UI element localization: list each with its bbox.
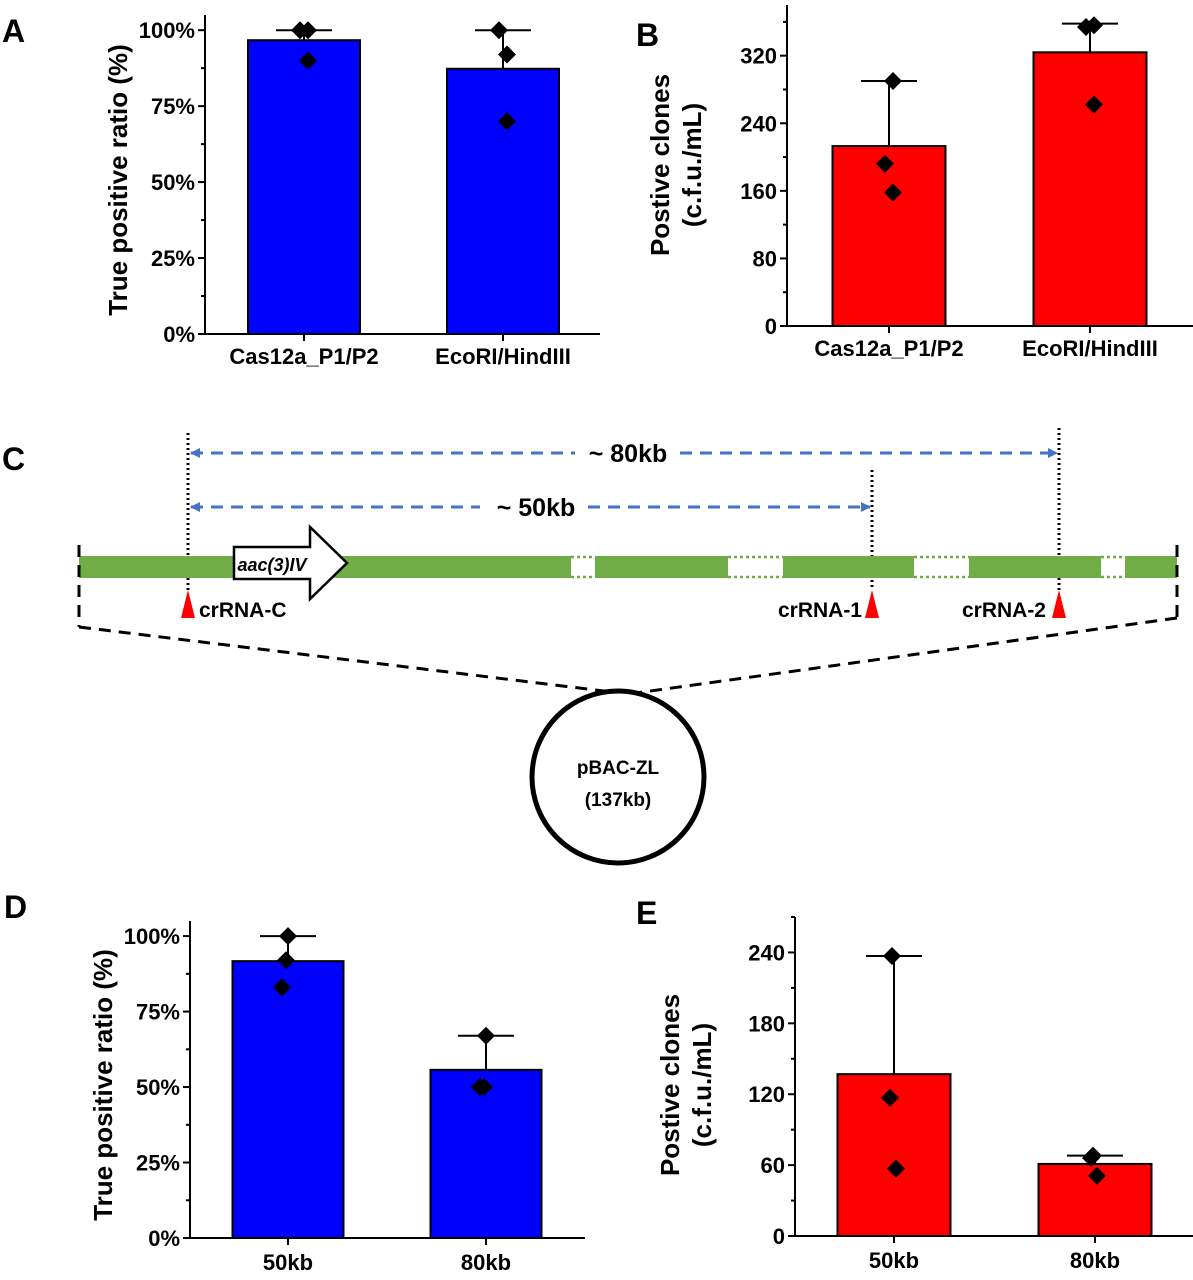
bar [831,145,947,327]
y-tick-label: 0 [765,314,777,339]
panel-label-c: C [2,441,25,477]
data-point [884,72,902,91]
y-tick-label: 180 [748,1011,785,1036]
y-tick-label: 75% [151,94,195,119]
y-tick-label: 0% [163,322,195,347]
x-tick-label: Cas12a_P1/P2 [814,336,963,361]
dna-backbone [79,555,1177,579]
gene-label: aac(3)IV [237,555,308,575]
y-axis-label: Postive clones [645,74,675,256]
span-50-label: ~ 50kb [497,494,576,522]
data-point [273,978,291,997]
data-point [887,1159,905,1178]
bar [446,67,560,335]
data-point [490,21,508,40]
data-point [279,927,297,946]
y-axis-label: (c.f.u./mL) [687,1023,717,1147]
crrna-1-label: crRNA-1 [778,599,862,622]
zoom-bracket [77,545,1179,695]
plasmid-diagram: ~ 80kb ~ 50kb aac(3)IV crRNA-C crRNA-1 [77,428,1179,866]
y-tick-label: 60 [761,1153,785,1178]
y-tick-label: 80 [753,246,777,271]
y-tick-label: 0 [773,1224,785,1249]
x-tick-label: 50kb [263,1250,313,1275]
cut-site-1-icon [865,590,879,618]
bar [429,1068,543,1239]
crrna-c-label: crRNA-C [199,599,287,622]
panel-label-a: A [2,13,25,49]
data-point [1082,1149,1100,1168]
bar [1032,51,1148,327]
data-point [884,183,902,202]
y-axis-label: (c.f.u./mL) [677,103,707,227]
data-point [277,951,295,970]
chart-panel-b: 0 80 160 240 320 Cas12a_P1/P2 EcoRI/HindIII Pos… [645,5,1193,361]
panel-label-d: D [4,889,27,925]
backbone-gaps [571,555,1125,579]
data-point [471,1078,489,1097]
x-tick-label: 80kb [461,1250,511,1275]
y-tick-label: 50% [151,170,195,195]
y-tick-label: 75% [136,1000,180,1025]
y-tick-label: 240 [740,111,777,136]
y-tick-label: 25% [136,1151,180,1176]
y-tick-label: 25% [151,246,195,271]
gene-arrow [232,524,349,602]
data-point [883,946,901,965]
data-point [299,21,317,40]
x-tick-label: EcoRI/HindIII [435,344,571,369]
y-tick-label: 120 [748,1082,785,1107]
cut-site-2-icon [1052,590,1066,618]
data-point [1085,16,1103,35]
panel-label-e: E [636,895,657,931]
plasmid-name: pBAC-ZL [577,758,660,779]
y-tick-label: 240 [748,940,785,965]
data-point [1088,1166,1106,1185]
y-tick-label: 160 [740,179,777,204]
panel-label-b: B [636,17,659,53]
data-point [498,112,516,131]
y-axis-label: True positive ratio (%) [88,949,118,1221]
plasmid-size: (137kb) [585,790,652,811]
y-tick-label: 320 [740,44,777,69]
y-tick-label: 50% [136,1075,180,1100]
cut-site-c-icon [181,590,195,618]
x-tick-label: 50kb [869,1248,919,1273]
chart-panel-e: 0 60 120 180 240 50kb 80kb Postive clones (c.f.u… [655,916,1193,1273]
bar [231,960,345,1239]
y-axis-label: True positive ratio (%) [103,44,133,316]
bar [247,39,361,336]
x-tick-label: 80kb [1070,1248,1120,1273]
data-point [876,154,894,173]
x-tick-label: EcoRI/HindIII [1022,336,1158,361]
plasmid-circle [529,688,707,866]
y-tick-label: 100% [139,18,195,43]
data-point [1085,95,1103,114]
chart-panel-d: 0% 25% 50% 75% 100% 50kb 80kb True positive rat… [88,921,585,1275]
crrna-2-label: crRNA-2 [962,599,1046,622]
data-point [1077,17,1095,36]
x-tick-label: Cas12a_P1/P2 [229,344,378,369]
y-axis-label: Postive clones [655,994,685,1176]
data-point [477,1026,495,1045]
data-point [299,51,317,70]
y-tick-label: 0% [148,1226,180,1251]
span-80-label: ~ 80kb [589,440,668,468]
chart-panel-a: 0% 25% 50% 75% 100% Cas12a_P1/P2 EcoRI/HindIII… [103,15,600,369]
data-point [498,45,516,64]
data-point [881,1088,899,1107]
y-tick-label: 100% [124,924,180,949]
